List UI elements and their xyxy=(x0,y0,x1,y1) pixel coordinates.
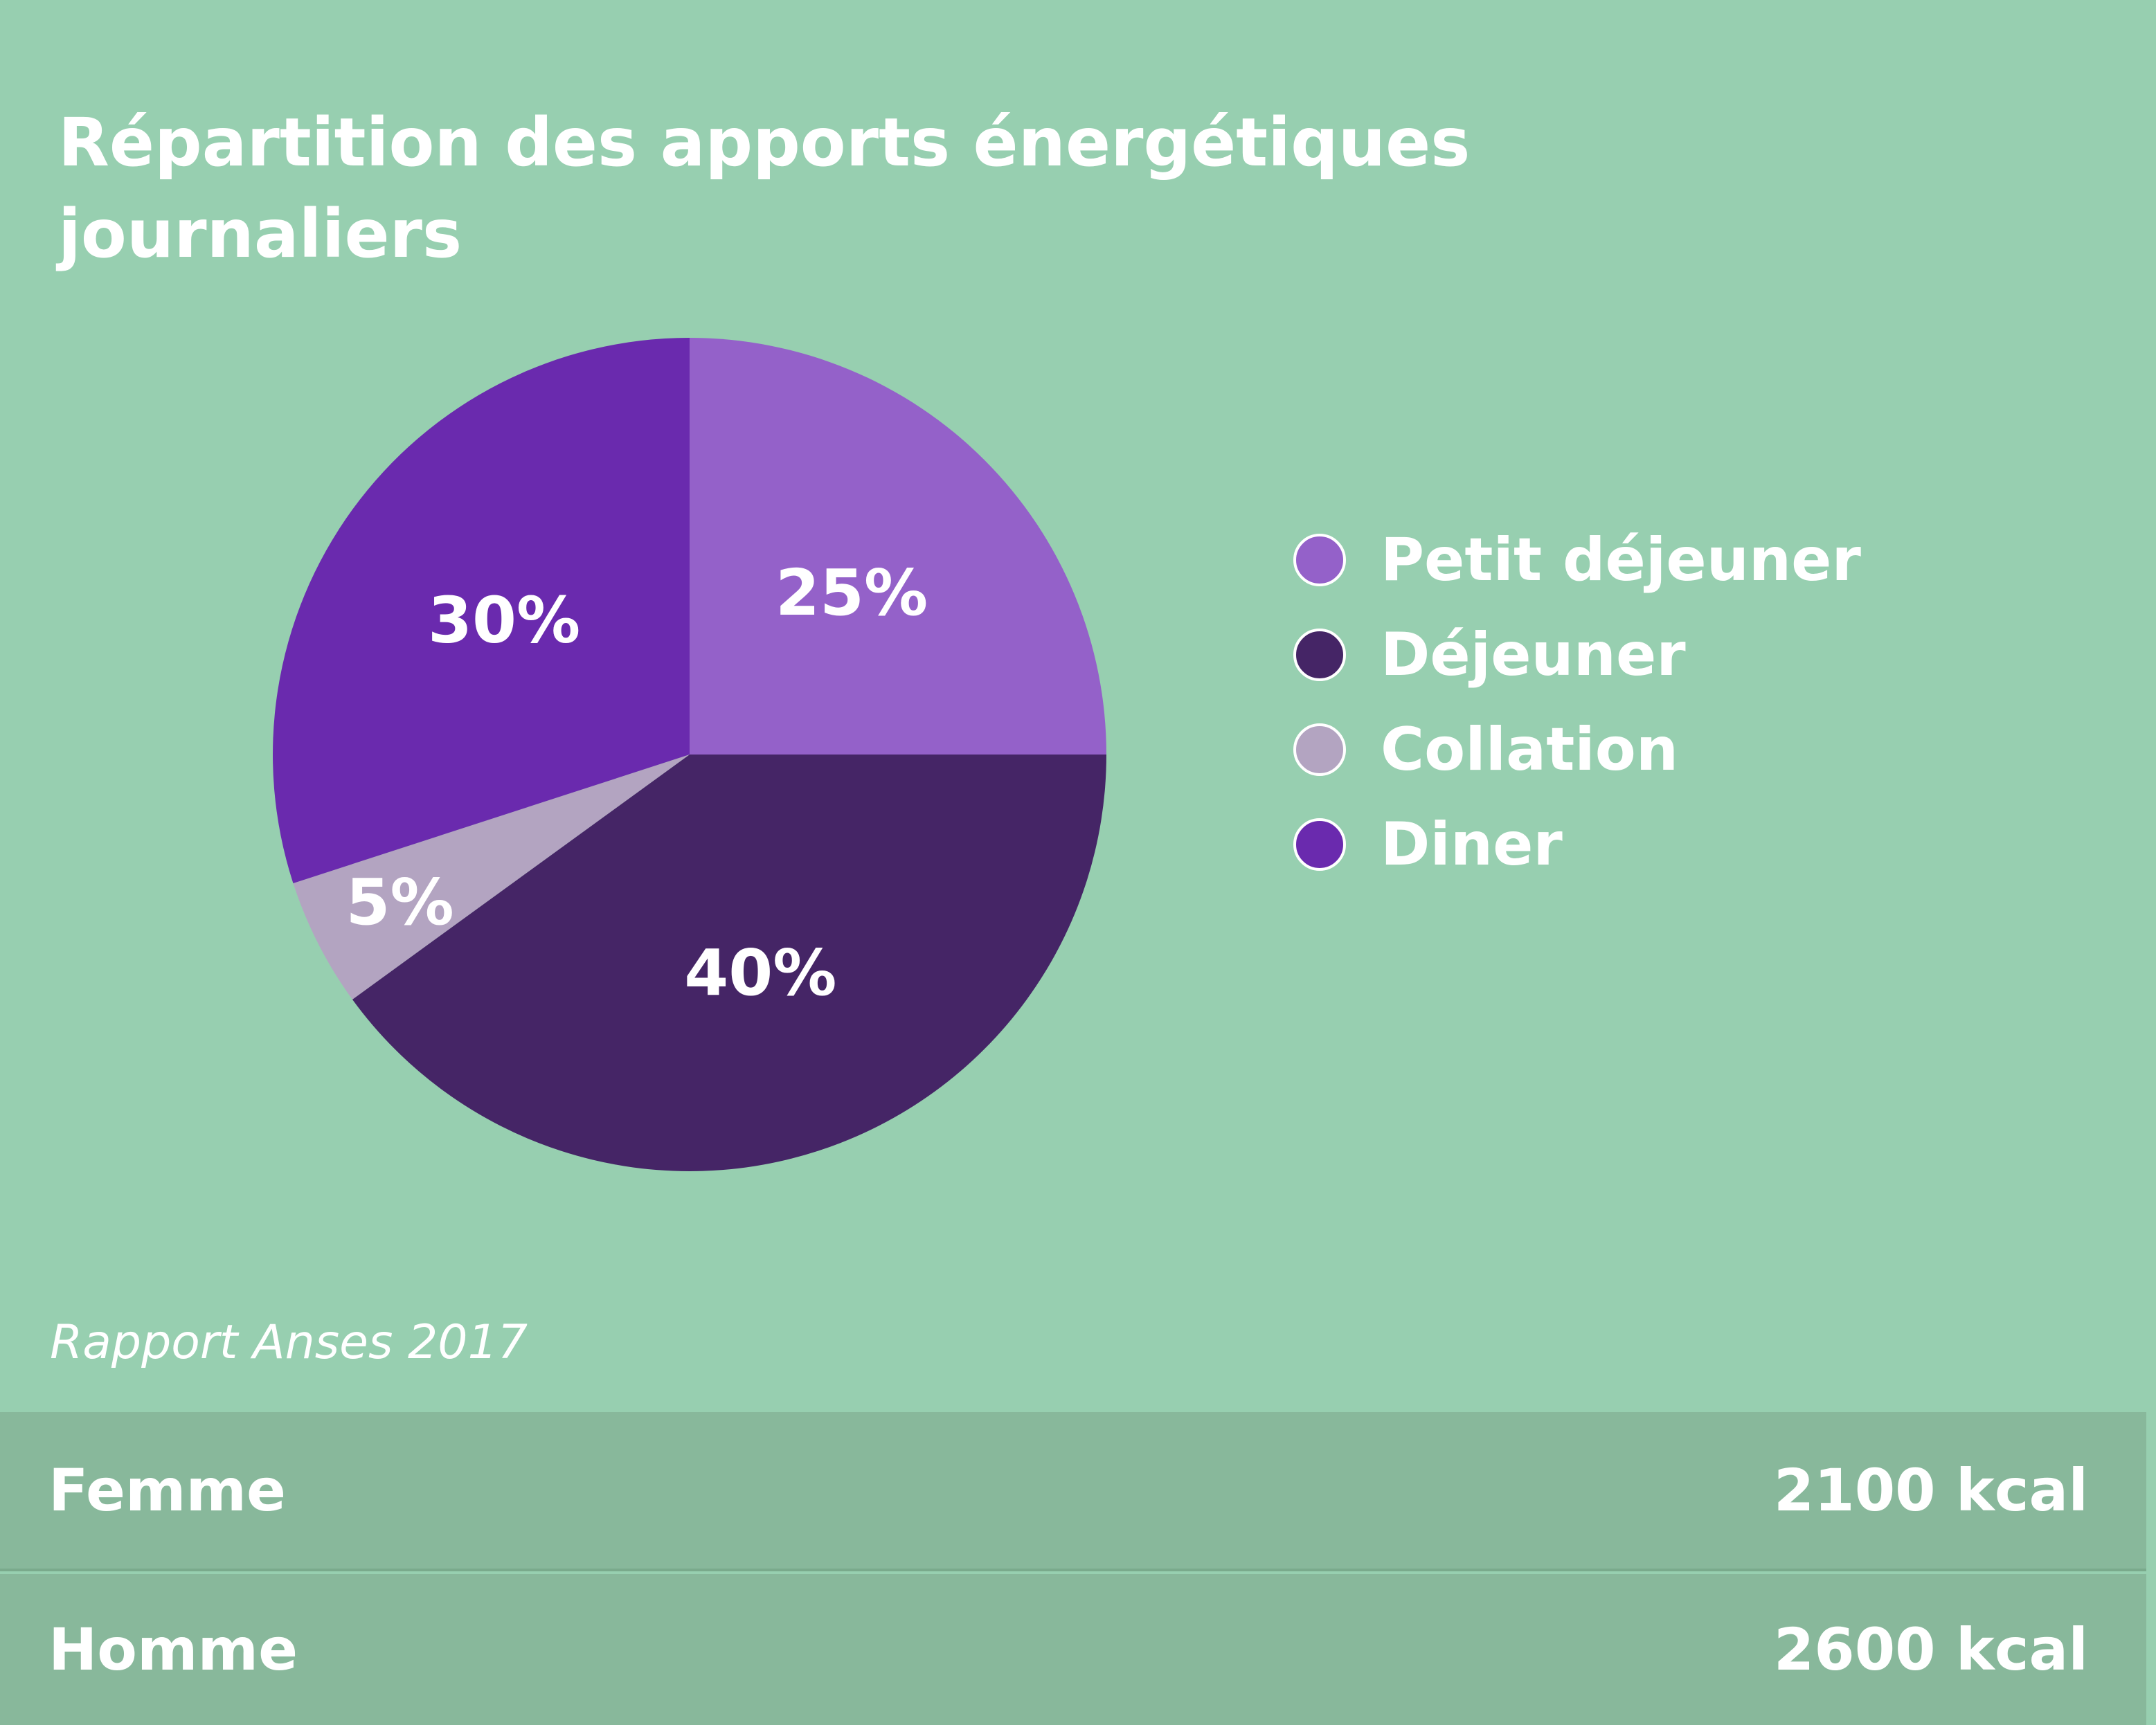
pie-data-label: 5% xyxy=(346,865,454,939)
chart-title: Répartition des apports énergétiques jou… xyxy=(58,104,1471,273)
row-value: 2100 kcal xyxy=(1773,1456,2088,1524)
legend-swatch xyxy=(1293,723,1346,776)
legend-item-petit-dejeuner: Petit déjeuner xyxy=(1293,491,1861,628)
pie-data-label: 30% xyxy=(428,583,580,657)
legend-label: Diner xyxy=(1381,809,1563,879)
legend-item-diner: Diner xyxy=(1293,776,1861,912)
pie-slice-diner xyxy=(272,338,690,884)
table-row: Homme 2600 kcal xyxy=(0,1574,2146,1725)
legend-swatch xyxy=(1293,533,1346,586)
legend-swatch xyxy=(1293,818,1346,871)
legend-label: Déjeuner xyxy=(1381,620,1686,689)
row-value: 2600 kcal xyxy=(1773,1616,2088,1683)
pie-slice-petit-dejeuner xyxy=(690,338,1106,755)
source-note: Rapport Anses 2017 xyxy=(50,1315,528,1370)
row-label: Homme xyxy=(48,1616,298,1683)
pie-slice-collation xyxy=(293,755,690,1000)
row-label: Femme xyxy=(48,1456,286,1524)
legend-swatch xyxy=(1293,628,1346,681)
pie-data-label: 25% xyxy=(775,556,928,630)
legend-label: Collation xyxy=(1381,714,1679,784)
legend-label: Petit déjeuner xyxy=(1381,525,1861,595)
pie-data-label: 40% xyxy=(684,936,836,1010)
pie-slice-dejeuner xyxy=(352,755,1106,1171)
table-row: Femme 2100 kcal xyxy=(0,1412,2146,1571)
legend-item-dejeuner: Déjeuner xyxy=(1293,586,1861,723)
legend-item-collation: Collation xyxy=(1293,681,1861,818)
legend: Petit déjeuner Déjeuner Collation Diner xyxy=(1293,491,1861,912)
